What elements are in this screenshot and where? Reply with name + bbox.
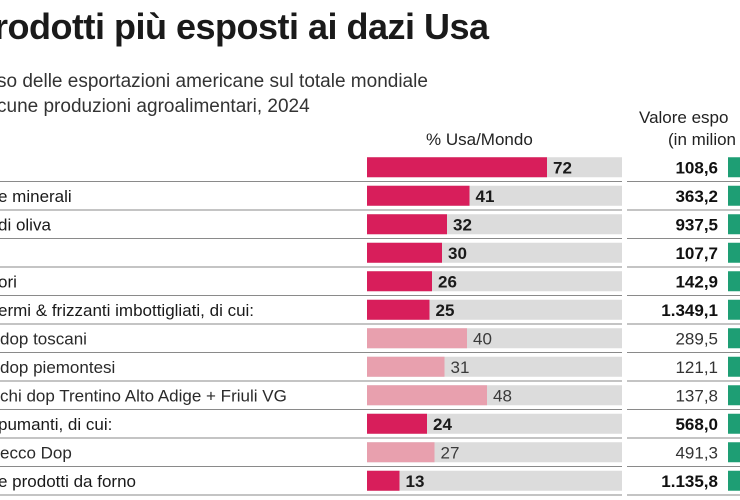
bar-value-label: 13 (406, 472, 425, 491)
bar-value-label: 25 (436, 301, 455, 320)
category-label: e prodotti da forno (0, 472, 136, 491)
export-value-label: 491,3 (675, 443, 718, 462)
export-value-label: 1.349,1 (661, 301, 718, 320)
export-value-bar (728, 271, 740, 292)
bar (367, 413, 427, 434)
column-header-percent: % Usa/Mondo (426, 130, 533, 149)
export-value-bar (728, 356, 740, 377)
bar (367, 328, 467, 349)
bar (367, 214, 447, 235)
export-value-label: 1.135,8 (661, 472, 718, 491)
category-label: ori (0, 272, 17, 291)
export-value-bar (728, 328, 740, 349)
category-label: dop toscani (0, 329, 87, 348)
bar-value-label: 41 (476, 187, 495, 206)
category-label: e minerali (0, 187, 72, 206)
export-value-label: 937,5 (675, 215, 718, 234)
export-value-label: 108,6 (675, 158, 718, 177)
category-label: ermi & frizzanti imbottigliati, di cui: (0, 301, 254, 320)
chart-subtitle-line-2: cune produzioni agroalimentari, 2024 (0, 96, 310, 117)
chart-subtitle-line-1: so delle esportazioni americane sul tota… (0, 71, 428, 92)
export-value-bar (728, 242, 740, 263)
bar-track (367, 470, 622, 491)
export-value-bar (728, 157, 740, 178)
export-value-label: 107,7 (675, 244, 718, 263)
bar (367, 271, 432, 292)
bar-track (367, 299, 622, 320)
export-value-label: 363,2 (675, 187, 718, 206)
bar-value-label: 48 (493, 386, 512, 405)
column-header-value-unit: (in milion (668, 130, 737, 149)
bar-value-label: 72 (553, 158, 572, 177)
column-header-value: Valore espo (639, 108, 729, 127)
bar-track (367, 413, 622, 434)
category-label: pumanti, di cui: (0, 415, 112, 434)
bar-value-label: 31 (451, 358, 470, 377)
export-value-label: 289,5 (675, 329, 718, 348)
bar (367, 242, 442, 263)
category-label: dop piemontesi (0, 358, 115, 377)
export-value-label: 568,0 (675, 415, 718, 434)
export-value-bar (728, 214, 740, 235)
bar-value-label: 27 (441, 443, 460, 462)
export-value-label: 137,8 (675, 386, 718, 405)
bar-value-label: 32 (453, 215, 472, 234)
bar-value-label: 24 (433, 415, 452, 434)
bar (367, 299, 430, 320)
export-value-label: 121,1 (675, 358, 718, 377)
export-value-bar (728, 413, 740, 434)
bar (367, 185, 470, 206)
category-label: chi dop Trentino Alto Adige + Friuli VG (0, 386, 287, 405)
export-value-bar (728, 442, 740, 463)
bar (367, 356, 445, 377)
export-value-bar (728, 470, 740, 491)
bar (367, 442, 435, 463)
category-label: di oliva (0, 215, 51, 234)
export-value-bar (728, 185, 740, 206)
chart-title: rodotti più esposti ai dazi Usa (0, 6, 489, 47)
export-value-bar (728, 299, 740, 320)
bar-value-label: 26 (438, 272, 457, 291)
bar (367, 157, 547, 178)
export-value-label: 142,9 (675, 272, 718, 291)
category-label: ecco Dop (0, 443, 72, 462)
bar-value-label: 40 (473, 329, 492, 348)
export-value-bar (728, 385, 740, 406)
bar (367, 385, 487, 406)
bar (367, 470, 400, 491)
bar-value-label: 30 (448, 244, 467, 263)
